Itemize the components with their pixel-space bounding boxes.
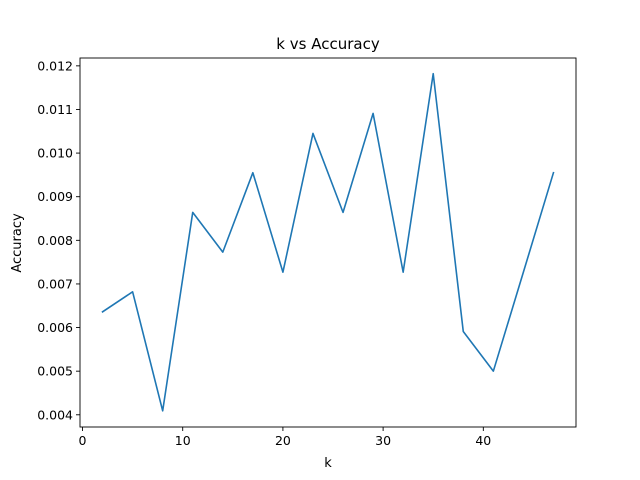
x-tick-label: 40	[475, 433, 491, 448]
plot-area: 0 10 20 30 40 0.004 0.005 0.006 0.007 0.008 0.009 0…	[37, 57, 577, 448]
y-tick-label: 0.012	[37, 58, 73, 73]
y-tick-label: 0.006	[37, 320, 73, 335]
y-tick-label: 0.008	[37, 233, 73, 248]
y-tick-label: 0.004	[37, 407, 73, 422]
y-tick-label: 0.011	[37, 102, 73, 117]
series-line	[101, 72, 555, 412]
x-tick-label: 10	[175, 433, 191, 448]
y-tick-label: 0.005	[37, 364, 73, 379]
axes-frame	[79, 57, 577, 428]
y-axis-label: Accuracy	[10, 213, 25, 273]
y-tick-label: 0.009	[37, 189, 73, 204]
y-tick-label: 0.007	[37, 276, 73, 291]
x-tick-label: 30	[375, 433, 391, 448]
x-tick-label: 20	[275, 433, 291, 448]
x-axis-label: k	[324, 456, 332, 471]
chart-title: k vs Accuracy	[276, 35, 380, 53]
x-tick-label: 0	[79, 433, 87, 448]
y-tick-label: 0.010	[37, 146, 73, 161]
